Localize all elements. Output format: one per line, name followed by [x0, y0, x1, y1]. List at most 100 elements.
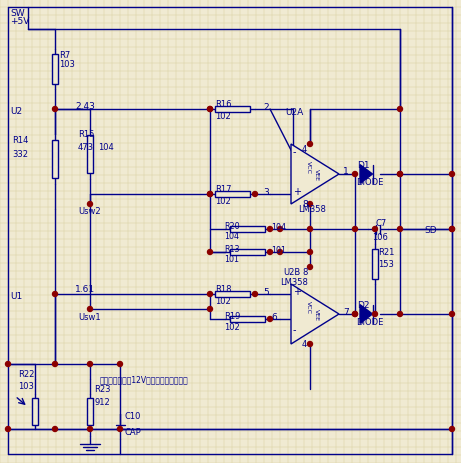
Text: C10: C10 — [124, 411, 141, 420]
Text: SD: SD — [424, 225, 437, 234]
Text: DIODE: DIODE — [356, 178, 384, 187]
Text: U2A: U2A — [285, 108, 303, 117]
Text: SW: SW — [10, 9, 24, 18]
Circle shape — [207, 250, 213, 255]
Bar — [215, 192, 249, 198]
Circle shape — [372, 312, 378, 317]
Text: R21: R21 — [378, 247, 394, 257]
Text: 102: 102 — [215, 296, 231, 305]
Text: R19: R19 — [224, 311, 240, 320]
Circle shape — [88, 426, 93, 432]
Circle shape — [353, 312, 357, 317]
Circle shape — [307, 142, 313, 147]
Text: 104: 104 — [98, 143, 114, 152]
Text: 102: 102 — [215, 112, 231, 121]
Text: +: + — [293, 187, 301, 197]
Circle shape — [307, 227, 313, 232]
Text: VCC: VCC — [306, 301, 311, 314]
Circle shape — [88, 362, 93, 367]
Text: 2.43: 2.43 — [75, 102, 95, 111]
Text: R14: R14 — [12, 136, 29, 144]
Polygon shape — [360, 165, 372, 184]
Text: Usw2: Usw2 — [78, 206, 100, 216]
Circle shape — [307, 342, 313, 347]
Text: 153: 153 — [378, 259, 394, 269]
Text: 8: 8 — [302, 200, 308, 208]
Text: 4: 4 — [302, 144, 307, 154]
Polygon shape — [360, 305, 372, 324]
Text: VCC: VCC — [306, 161, 311, 174]
Bar — [230, 226, 265, 232]
Text: 102: 102 — [215, 197, 231, 206]
Text: R13: R13 — [224, 244, 240, 253]
Polygon shape — [291, 284, 339, 344]
Text: C7: C7 — [375, 219, 386, 227]
Circle shape — [267, 317, 272, 322]
Text: 3: 3 — [263, 188, 269, 197]
Text: VEE: VEE — [313, 308, 319, 320]
Text: R15: R15 — [78, 130, 95, 139]
Bar — [52, 141, 58, 179]
Text: 2: 2 — [263, 103, 269, 112]
Bar — [215, 291, 249, 297]
Text: 106: 106 — [372, 232, 388, 242]
Text: DIODE: DIODE — [356, 317, 384, 326]
Text: 332: 332 — [12, 150, 28, 159]
Circle shape — [267, 250, 272, 255]
Bar — [372, 249, 378, 280]
Text: 103: 103 — [18, 381, 34, 390]
Circle shape — [118, 426, 123, 432]
Text: 1.61: 1.61 — [75, 284, 95, 294]
Circle shape — [397, 172, 402, 177]
Text: +5V: +5V — [10, 17, 30, 26]
Circle shape — [397, 172, 402, 177]
Text: 104: 104 — [224, 232, 239, 240]
Circle shape — [267, 227, 272, 232]
Text: R18: R18 — [215, 284, 231, 294]
Text: VEE: VEE — [313, 169, 319, 181]
Circle shape — [207, 307, 213, 312]
Text: U2B: U2B — [283, 268, 300, 276]
Circle shape — [207, 292, 213, 297]
Text: 6: 6 — [271, 313, 277, 321]
Circle shape — [207, 107, 213, 112]
Text: 电池欠压告警及12V时光告警自保延迟板: 电池欠压告警及12V时光告警自保延迟板 — [100, 374, 189, 383]
Text: -: - — [293, 147, 296, 156]
Circle shape — [88, 307, 93, 312]
Text: R16: R16 — [215, 100, 231, 109]
Text: 104: 104 — [271, 223, 286, 232]
Text: 103: 103 — [59, 60, 75, 69]
Text: 4: 4 — [302, 339, 307, 348]
Text: 8: 8 — [302, 268, 307, 276]
Circle shape — [397, 107, 402, 112]
Text: Usw1: Usw1 — [78, 313, 100, 321]
Bar — [230, 316, 265, 322]
Text: CAP: CAP — [124, 427, 141, 436]
Circle shape — [207, 192, 213, 197]
Circle shape — [449, 227, 455, 232]
Text: 1: 1 — [343, 167, 349, 175]
Text: U2: U2 — [10, 107, 22, 116]
Circle shape — [397, 227, 402, 232]
Text: -: - — [293, 324, 296, 334]
Text: 101: 101 — [224, 255, 239, 263]
Circle shape — [253, 292, 258, 297]
Text: 5: 5 — [263, 288, 269, 296]
Circle shape — [449, 227, 455, 232]
Text: LM358: LM358 — [298, 205, 326, 213]
Text: R23: R23 — [94, 384, 111, 393]
Circle shape — [53, 107, 58, 112]
Circle shape — [253, 192, 258, 197]
Circle shape — [6, 426, 11, 432]
Text: R7: R7 — [59, 51, 70, 60]
Text: R22: R22 — [18, 369, 35, 378]
Text: D1: D1 — [357, 161, 370, 169]
Bar — [215, 107, 249, 113]
Polygon shape — [291, 144, 339, 205]
Circle shape — [307, 202, 313, 207]
Text: 101: 101 — [271, 245, 286, 255]
Bar — [87, 398, 93, 425]
Bar — [32, 398, 38, 425]
Text: 473: 473 — [78, 143, 94, 152]
Circle shape — [307, 250, 313, 255]
